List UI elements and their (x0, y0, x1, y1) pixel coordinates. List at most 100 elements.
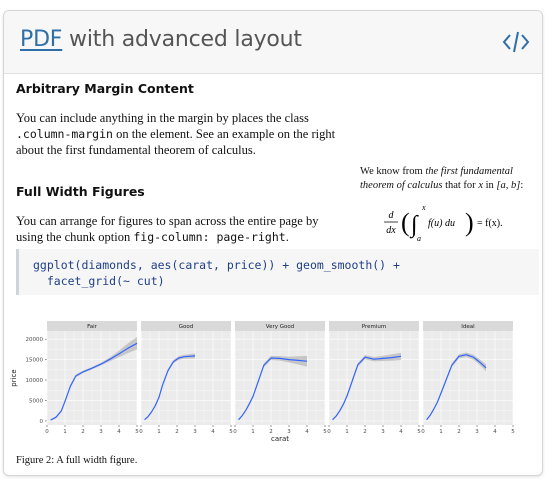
code-line-2: facet_grid(~ cut) (33, 274, 165, 288)
x-tick-label: 4 (399, 429, 403, 435)
facet-strip (141, 321, 231, 331)
figure-caption: Figure 2: A full width figure. (16, 455, 137, 466)
x-tick-label: 1 (157, 429, 161, 435)
x-tick-label: 5 (229, 429, 233, 435)
smooth-line (426, 354, 487, 421)
note-text-2: that for (442, 180, 479, 191)
caption-label: Figure 2: (16, 455, 55, 466)
code-icon[interactable] (502, 29, 530, 55)
eq-lower: a (417, 234, 421, 243)
x-tick-label: 0 (139, 429, 143, 435)
column-margin-code: .column-margin (16, 127, 113, 141)
note-italic-1: the first fundamental (425, 166, 513, 177)
x-tick-label: 1 (251, 429, 255, 435)
facet-label: Very Good (266, 324, 294, 330)
y-tick-label: 10000 (26, 378, 44, 384)
eq-rparen: ) (465, 208, 474, 237)
smooth-line (332, 355, 402, 421)
x-tick-label: 3 (287, 429, 291, 435)
note-text-4: : (520, 180, 524, 191)
smooth-line (144, 355, 196, 421)
smooth-line (238, 357, 308, 421)
note-text-3: in (482, 180, 497, 191)
fullwidth-section-heading: Full Width Figures (16, 184, 145, 199)
facet-strip (329, 321, 419, 331)
fullwidth-line-2-end: . (285, 230, 289, 244)
fig-column-code: fig-column: page-right (133, 230, 286, 244)
y-tick-label: 20000 (26, 337, 44, 343)
eq-lparen: ( (401, 208, 410, 237)
x-tick-label: 2 (269, 429, 273, 435)
y-tick-label: 5000 (29, 398, 43, 404)
x-tick-label: 5 (417, 429, 421, 435)
margin-note-line-1: We know from the first fundamental (360, 165, 540, 179)
facet-label: Ideal (461, 324, 475, 330)
margin-line-2-text: on the element. See an example on the ri… (112, 127, 336, 141)
x-tick-label: 4 (305, 429, 309, 435)
margin-paragraph: You can include anything in the margin b… (16, 110, 335, 158)
x-tick-label: 1 (345, 429, 349, 435)
y-tick-label: 0 (40, 419, 44, 425)
card-header: PDF with advanced layout (4, 11, 542, 74)
x-tick-label: 4 (117, 429, 121, 435)
x-tick-label: 2 (81, 429, 85, 435)
x-tick-label: 3 (193, 429, 197, 435)
eq-integral: ∫ (409, 212, 419, 239)
facet-strip (235, 321, 325, 331)
confidence-band (50, 337, 137, 421)
pdf-link[interactable]: PDF (20, 27, 63, 52)
x-tick-label: 1 (63, 429, 67, 435)
note-var-x: x (478, 180, 483, 191)
fullwidth-line-2: using the chunk option fig-column: page-… (16, 229, 318, 245)
code-line-1: ggplot(diamonds, aes(carat, price)) + ge… (33, 258, 400, 272)
x-axis-title: carat (271, 435, 289, 443)
note-interval: [a, b] (496, 180, 521, 191)
facet-label: Fair (87, 324, 98, 330)
note-text-1: We know from (360, 166, 426, 177)
x-tick-label: 2 (457, 429, 461, 435)
eq-d: d (389, 210, 395, 221)
x-tick-label: 1 (439, 429, 443, 435)
x-tick-label: 0 (233, 429, 237, 435)
x-tick-label: 2 (175, 429, 179, 435)
x-tick-label: 3 (475, 429, 479, 435)
x-tick-label: 3 (99, 429, 103, 435)
x-tick-label: 4 (211, 429, 215, 435)
margin-note-line-2: theorem of calculus that for x in [a, b]… (360, 179, 540, 193)
fullwidth-line-2-text: using the chunk option (16, 230, 134, 244)
x-tick-label: 5 (135, 429, 139, 435)
facet-chart: price 0 5000 10000 15000 20000 Fair 0 1 2 3 4 5 Good 0… (10, 321, 515, 443)
caption-text: A full width figure. (54, 455, 138, 466)
margin-line-3: about the first fundamental theorem of c… (16, 143, 256, 157)
x-tick-label: 5 (511, 429, 515, 435)
smooth-line (50, 342, 138, 421)
y-axis-title: price (10, 369, 18, 386)
eq-body: f(u) du (428, 218, 455, 229)
fullwidth-paragraph: You can arrange for figures to span acro… (16, 213, 318, 245)
margin-line-2: .column-margin on the element. See an ex… (16, 126, 335, 142)
fullwidth-line-1: You can arrange for figures to span acro… (16, 214, 319, 228)
facet-label: Good (179, 324, 193, 330)
x-tick-label: 0 (45, 429, 49, 435)
facet-strip (423, 321, 513, 331)
x-tick-label: 5 (323, 429, 327, 435)
title-rest: with advanced layout (62, 27, 302, 52)
x-tick-label: 0 (327, 429, 331, 435)
eq-rhs: = f(x). (477, 218, 503, 229)
y-tick-label: 15000 (26, 358, 44, 364)
code-block[interactable]: ggplot(diamonds, aes(carat, price)) + ge… (16, 249, 539, 295)
note-italic-2: theorem of calculus (360, 180, 443, 191)
page-title: PDF with advanced layout (20, 27, 302, 52)
confidence-band (238, 355, 307, 421)
x-tick-label: 4 (493, 429, 497, 435)
ftc-equation: d dx ( ∫ x a f(u) du ) = f(x). (384, 203, 503, 243)
eq-upper: x (421, 203, 426, 212)
margin-note: We know from the first fundamental theor… (360, 165, 540, 250)
margin-line-1: You can include anything in the margin b… (16, 111, 309, 125)
x-tick-label: 2 (363, 429, 367, 435)
x-tick-label: 3 (381, 429, 385, 435)
document-card: PDF with advanced layout Arbitrary Margi… (3, 10, 543, 476)
margin-section-heading: Arbitrary Margin Content (16, 81, 194, 96)
facet-strip (47, 321, 137, 331)
eq-dx: dx (386, 225, 396, 236)
